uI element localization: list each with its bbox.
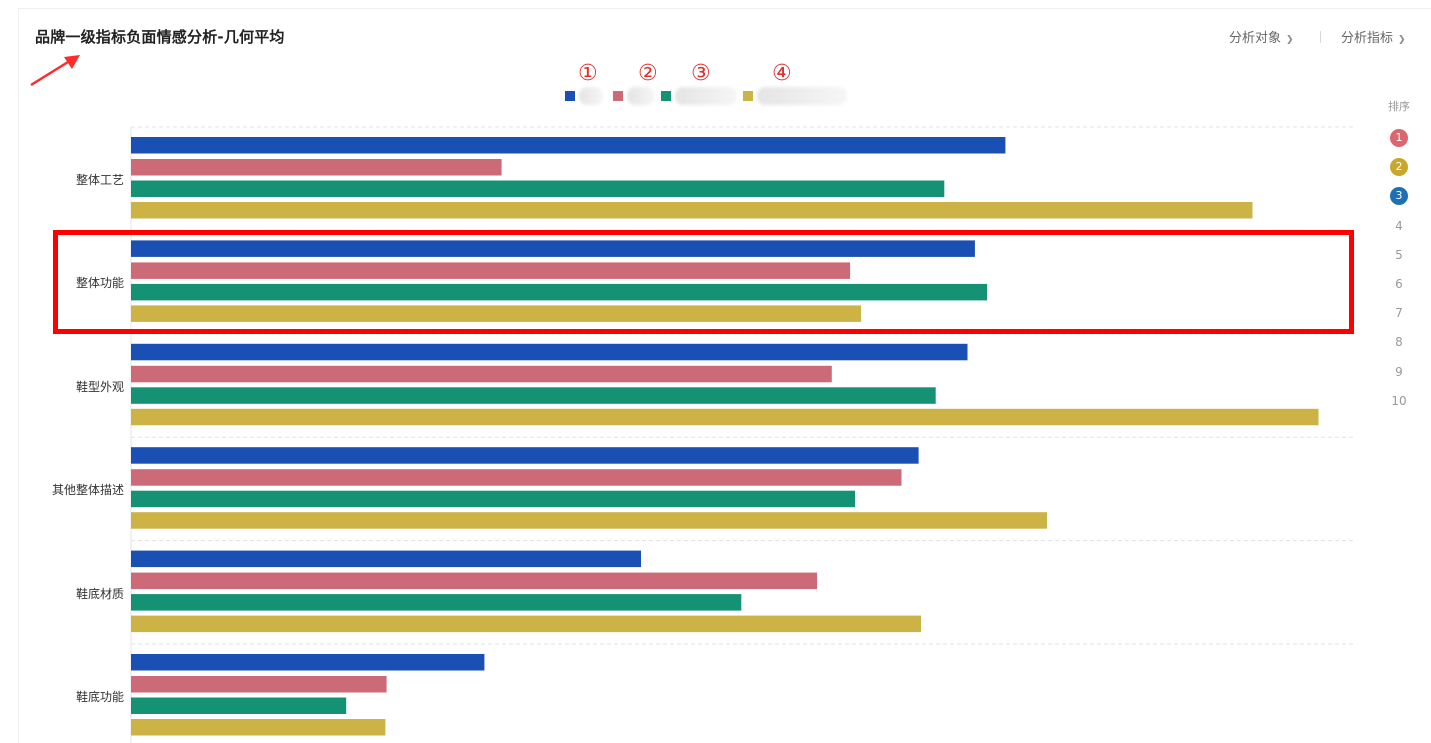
rank-title: 排序 xyxy=(1388,100,1410,113)
legend-label-redacted xyxy=(675,87,737,105)
bar-2-3[interactable] xyxy=(131,365,832,383)
chevron-down-icon: ❯ xyxy=(1286,35,1294,45)
bar-4-1[interactable] xyxy=(131,202,1253,219)
bar-1-6[interactable] xyxy=(131,654,485,671)
bar-2-6[interactable] xyxy=(131,676,387,693)
highlight-box xyxy=(53,230,1354,334)
analysis-object-label: 分析对象 xyxy=(1229,31,1282,46)
rank-item[interactable]: 2 xyxy=(1390,158,1408,177)
bar-1-2[interactable] xyxy=(131,240,975,257)
annotation-marker-2: ② xyxy=(638,61,658,86)
rank-item[interactable]: 9 xyxy=(1395,364,1403,379)
rank-item[interactable]: 10 xyxy=(1391,393,1407,408)
legend-label-redacted xyxy=(627,87,655,105)
rank-item[interactable]: 7 xyxy=(1395,306,1403,321)
analysis-object-dropdown[interactable]: 分析对象 ❯ xyxy=(1229,27,1294,46)
category-label: 鞋型外观 xyxy=(75,379,124,394)
bar-4-2[interactable] xyxy=(131,305,862,322)
rank-item[interactable]: 4 xyxy=(1395,218,1403,233)
bar-4-3[interactable] xyxy=(131,408,1319,426)
bar-4-6[interactable] xyxy=(131,719,386,736)
chart-panel xyxy=(18,8,1431,743)
rank-item[interactable]: 5 xyxy=(1395,247,1403,262)
divider xyxy=(1320,31,1321,43)
bar-2-4[interactable] xyxy=(131,469,902,486)
legend-swatch xyxy=(743,91,753,101)
analysis-metric-dropdown[interactable]: 分析指标 ❯ xyxy=(1341,27,1406,46)
bar-3-3[interactable] xyxy=(131,387,936,404)
legend-label-redacted xyxy=(757,87,847,105)
rank-item[interactable]: 6 xyxy=(1395,277,1403,291)
bar-3-5[interactable] xyxy=(131,594,742,611)
legend-label-redacted xyxy=(579,87,603,105)
bar-3-2[interactable] xyxy=(131,283,988,301)
rank-item[interactable]: 8 xyxy=(1395,335,1403,350)
bar-3-1[interactable] xyxy=(131,180,945,198)
bar-1-4[interactable] xyxy=(131,447,919,464)
legend-swatch xyxy=(661,91,671,101)
bar-1-5[interactable] xyxy=(131,550,641,568)
annotation-marker-1: ① xyxy=(578,61,598,86)
bar-4-5[interactable] xyxy=(131,615,922,633)
bar-3-4[interactable] xyxy=(131,490,855,508)
category-label: 整体功能 xyxy=(75,276,124,291)
bar-2-5[interactable] xyxy=(131,572,818,590)
chart-title: 品牌一级指标负面情感分析-几何平均 xyxy=(35,28,285,46)
bar-1-1[interactable] xyxy=(131,137,1006,154)
bar-2-2[interactable] xyxy=(131,262,851,279)
analysis-metric-label: 分析指标 xyxy=(1341,31,1394,46)
category-label: 鞋底材质 xyxy=(75,586,124,601)
annotation-arrow xyxy=(30,55,80,87)
category-label: 鞋底功能 xyxy=(75,690,124,704)
category-label: 整体工艺 xyxy=(75,173,124,187)
rank-item[interactable]: 3 xyxy=(1390,187,1408,206)
bar-4-4[interactable] xyxy=(131,512,1047,529)
chevron-down-icon: ❯ xyxy=(1398,35,1406,45)
bar-3-6[interactable] xyxy=(131,697,347,715)
annotation-marker-3: ③ xyxy=(691,61,711,86)
bar-1-3[interactable] xyxy=(131,343,968,361)
category-label: 其他整体描述 xyxy=(51,483,124,498)
legend-swatch xyxy=(565,91,575,101)
bar-2-1[interactable] xyxy=(131,159,502,176)
annotation-marker-4: ④ xyxy=(772,61,792,86)
rank-item[interactable]: 1 xyxy=(1390,129,1408,147)
legend-swatch xyxy=(613,91,623,101)
